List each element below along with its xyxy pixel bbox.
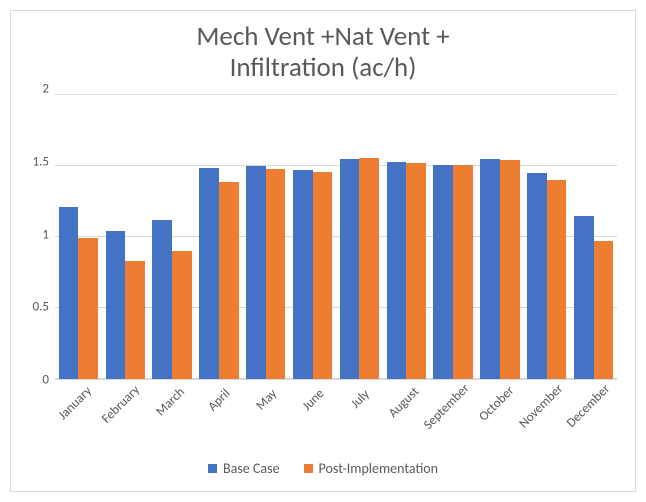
bar-group (570, 95, 617, 379)
x-tick-label: June (299, 386, 327, 414)
x-label-slot: June (289, 386, 336, 454)
bar (125, 261, 145, 379)
bar (574, 216, 594, 379)
chart-frame: Mech Vent +Nat Vent + Infiltration (ac/h… (0, 0, 646, 502)
bar-group (336, 95, 383, 379)
bar (313, 172, 333, 379)
plot-area (55, 95, 617, 380)
bar (359, 158, 379, 379)
bar-group (476, 95, 523, 379)
bar (106, 231, 126, 379)
bar-group (102, 95, 149, 379)
x-label-slot: February (102, 386, 149, 454)
x-tick-label: September (421, 381, 473, 433)
x-label-slot: January (55, 386, 102, 454)
y-tick-label: 0 (42, 373, 49, 388)
bar (246, 166, 266, 379)
y-axis: 00.511.52 (25, 89, 53, 380)
y-tick-label: 1 (42, 227, 49, 242)
legend: Base Case Post-Implementation (11, 454, 635, 491)
x-tick-label: July (348, 387, 373, 412)
bar-group (523, 95, 570, 379)
bar (480, 159, 500, 379)
bar-group (383, 95, 430, 379)
legend-item: Post-Implementation (304, 460, 438, 477)
bar (78, 238, 98, 379)
x-tick-label: August (386, 384, 422, 420)
plot-wrap: 00.511.52 (25, 89, 621, 380)
bar-group (242, 95, 289, 379)
x-label-slot: July (336, 386, 383, 454)
x-tick-label: November (516, 381, 566, 431)
chart-title: Mech Vent +Nat Vent + Infiltration (ac/h… (11, 11, 635, 89)
x-tick-label: January (56, 384, 95, 423)
bar (433, 165, 453, 379)
bar (152, 220, 172, 379)
legend-swatch (304, 464, 313, 473)
bar-group (195, 95, 242, 379)
bar (594, 241, 614, 379)
bar (172, 251, 192, 379)
x-tick-label: April (205, 386, 233, 414)
x-tick-label: March (153, 385, 188, 420)
x-tick-label: February (99, 383, 143, 427)
bar (547, 180, 567, 379)
y-tick-label: 2 (42, 82, 49, 97)
chart-title-line2: Infiltration (ac/h) (31, 52, 615, 83)
bar (199, 168, 219, 380)
x-label-slot: March (149, 386, 196, 454)
bar-group (289, 95, 336, 379)
bar (266, 169, 286, 379)
legend-label: Base Case (223, 460, 280, 477)
bar (340, 159, 360, 379)
bars-container (55, 95, 617, 379)
bar-group (430, 95, 477, 379)
bar (453, 165, 473, 379)
bar (59, 207, 79, 379)
x-label-slot: May (242, 386, 289, 454)
chart-title-line1: Mech Vent +Nat Vent + (31, 21, 615, 52)
x-tick-label: May (253, 386, 280, 413)
y-tick-label: 0.5 (33, 300, 49, 315)
x-label-slot: April (195, 386, 242, 454)
bar (387, 162, 407, 379)
x-axis-labels: JanuaryFebruary March April May June July Augu… (55, 386, 617, 454)
bar (527, 173, 547, 379)
chart-card: Mech Vent +Nat Vent + Infiltration (ac/h… (10, 10, 636, 492)
bar (293, 170, 313, 379)
bar (500, 160, 520, 379)
bar-group (149, 95, 196, 379)
legend-swatch (208, 464, 217, 473)
bar (219, 182, 239, 379)
legend-item: Base Case (208, 460, 280, 477)
x-tick-label: December (563, 381, 612, 430)
y-tick-label: 1.5 (33, 154, 49, 169)
bar-group (55, 95, 102, 379)
legend-label: Post-Implementation (319, 460, 438, 477)
x-tick-label: October (476, 383, 517, 424)
x-label-slot: December (570, 386, 617, 454)
bar (406, 163, 426, 379)
x-label-slot: September (430, 386, 477, 454)
x-axis: JanuaryFebruary March April May June July Augu… (55, 384, 621, 454)
